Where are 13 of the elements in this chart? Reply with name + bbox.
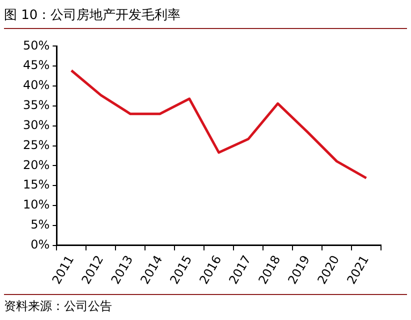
text: 资料来源：公司公告: [4, 294, 407, 315]
y-tick-label: 50%: [23, 38, 50, 52]
y-tick-label: 15%: [23, 178, 50, 192]
chart-title: 图 10：公司房地产开发毛利率: [4, 6, 407, 29]
y-tick-label: 5%: [30, 218, 50, 232]
y-tick-label: 10%: [23, 198, 50, 212]
y-tick-label: 35%: [23, 98, 50, 112]
y-tick-label: 0%: [30, 237, 50, 252]
y-tick-label: 45%: [23, 58, 50, 72]
y-tick-label: 30%: [23, 118, 50, 132]
y-tick-label: 20%: [23, 158, 50, 172]
y-tick-label: 40%: [23, 78, 50, 92]
y-tick-label: 25%: [23, 138, 50, 152]
